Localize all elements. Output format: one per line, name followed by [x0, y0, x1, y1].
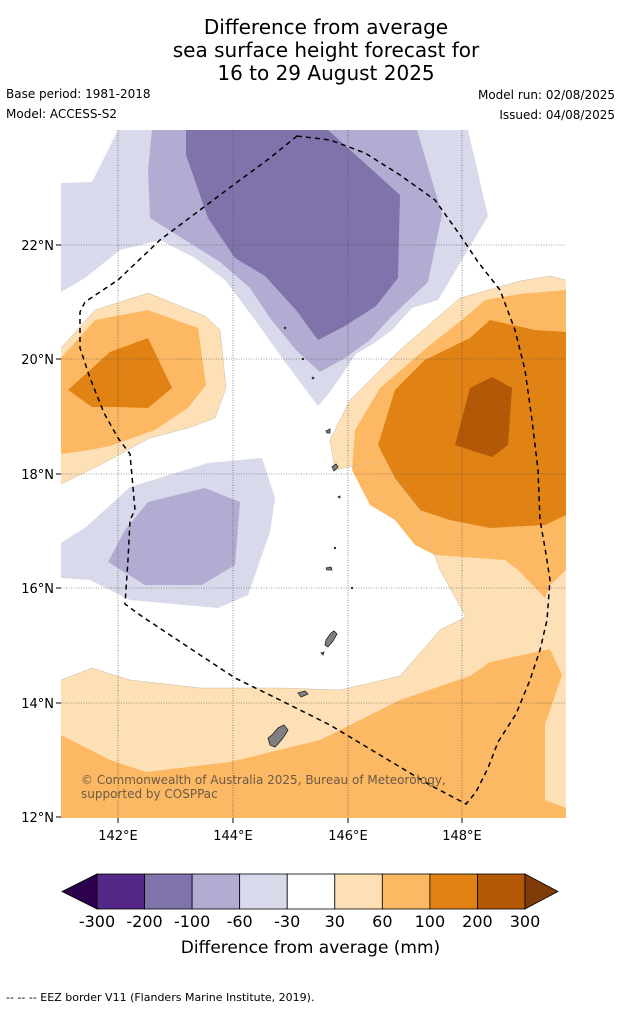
lat-label: 16°N — [21, 582, 54, 597]
colorbar-swatch — [429, 873, 478, 910]
eez-legend-note: -- -- -- EEZ border V11 (Flanders Marine… — [6, 991, 315, 1004]
colorbar-tick-label: 300 — [509, 912, 541, 931]
issued-date: Issued: 04/08/2025 — [499, 108, 615, 122]
island-maug — [311, 376, 315, 380]
colorbar-tick-label: 200 — [462, 912, 493, 931]
island-guam — [267, 724, 289, 748]
island-anatahan — [325, 566, 333, 571]
colorbar-swatch — [191, 873, 241, 910]
colorbar-extend-high — [524, 873, 559, 910]
lat-label: 18°N — [21, 468, 54, 483]
island-rota — [297, 690, 309, 698]
contour-100-200-above-west — [68, 338, 172, 408]
lon-label: 148°E — [442, 829, 482, 844]
colorbar-extend-low — [61, 873, 98, 910]
lat-label: 12°N — [21, 811, 54, 826]
island-agrihan — [325, 428, 331, 434]
axis-ticks — [56, 244, 463, 823]
contour-60-100-below-west — [108, 488, 240, 585]
copyright-credit: © Commonwealth of Australia 2025, Bureau… — [81, 773, 446, 801]
colorbar-swatch — [286, 873, 336, 910]
chart-title: Difference from average sea surface heig… — [0, 16, 621, 85]
colorbar-tick-label: -300 — [78, 912, 116, 931]
map-plot-area — [61, 130, 566, 818]
colorbar-swatch — [334, 873, 383, 910]
colorbar-tick-label: 100 — [414, 912, 446, 931]
colorbar — [61, 873, 559, 910]
colorbar-tick-label: 30 — [324, 912, 345, 931]
colorbar-label: Difference from average (mm) — [180, 938, 441, 958]
contour-100-200-below-north — [186, 130, 400, 340]
colorbar-swatch — [239, 873, 288, 910]
contour-edges — [61, 275, 566, 691]
contour-200-300-above-east — [455, 377, 512, 457]
colorbar-swatch — [477, 873, 526, 910]
island-alamagan — [337, 495, 341, 499]
island-sarigan — [350, 586, 354, 590]
colorbar-swatch — [144, 873, 193, 910]
island-guguan — [333, 546, 337, 550]
island-aguijan — [320, 651, 325, 656]
island-uracas — [283, 326, 287, 330]
island-landmasses — [267, 326, 354, 748]
title-line-1: Difference from average — [203, 15, 449, 39]
island-farallon — [301, 357, 305, 361]
island-tinian-saipan — [324, 630, 338, 648]
colorbar-tick-label: -200 — [126, 912, 163, 931]
base-period: Base period: 1981-2018 — [6, 87, 151, 101]
colorbar-swatch — [96, 873, 145, 910]
lon-label: 142°E — [98, 829, 138, 844]
lat-label: 22°N — [21, 239, 54, 254]
model-name: Model: ACCESS-S2 — [6, 107, 118, 121]
island-pagan — [331, 463, 339, 472]
colorbar-tick-label: -60 — [226, 912, 253, 931]
contour-60-100-above-south — [61, 649, 566, 818]
colorbar-tick-label: 60 — [372, 912, 393, 931]
title-line-3: 16 to 29 August 2025 — [217, 61, 435, 85]
model-run: Model run: 02/08/2025 — [477, 88, 615, 102]
axis-labels: 22°N 20°N 18°N 16°N 14°N 12°N 142°E 144°… — [21, 239, 482, 844]
colorbar-swatch — [381, 873, 431, 910]
colorbar-tick-label: -100 — [173, 912, 211, 931]
colorbar-tick-label: -30 — [274, 912, 301, 931]
title-line-2: sea surface height forecast for — [172, 38, 480, 62]
lon-label: 146°E — [328, 829, 368, 844]
lon-label: 144°E — [213, 829, 253, 844]
lat-label: 20°N — [21, 353, 54, 368]
lat-label: 14°N — [21, 697, 54, 712]
map-gridlines — [61, 130, 566, 818]
